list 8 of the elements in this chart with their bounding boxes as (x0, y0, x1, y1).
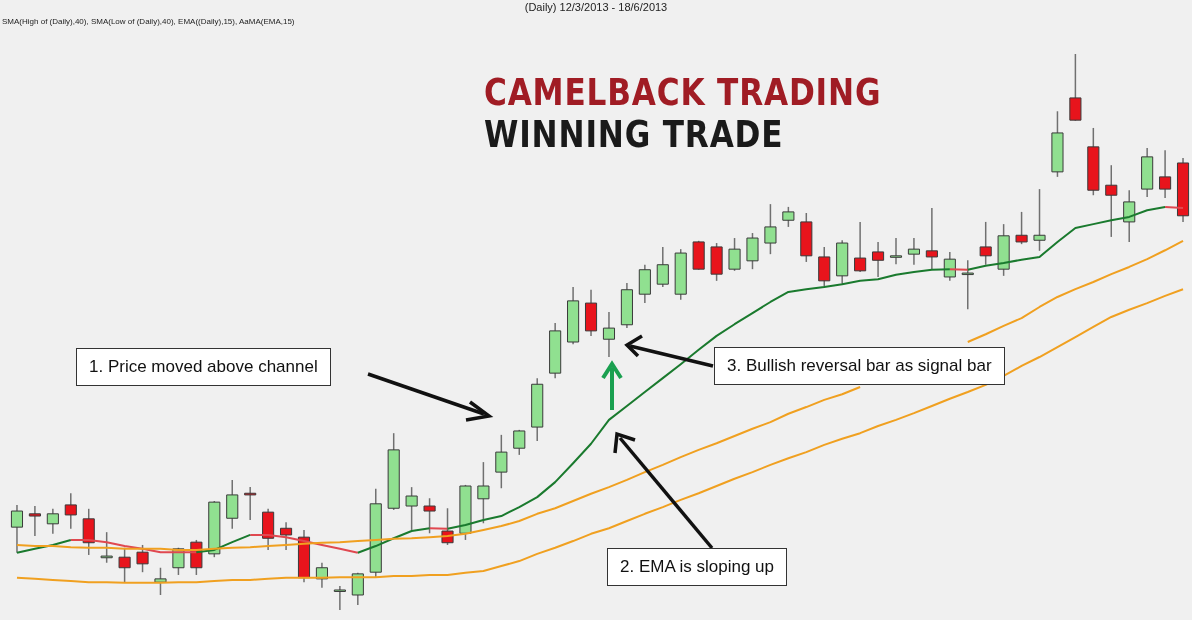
annotation: 3. Bullish reversal bar as signal bar (714, 347, 1005, 385)
chart-title: CAMELBACK TRADING (484, 70, 882, 114)
text: (Daily) 12/3/2013 - 18/6/2013 (523, 1, 669, 13)
text: SMA(High of (Daily),40), SMA(Low of (Daily),40), EMA((Daily),15), AaMA(EMA,15) (2, 17, 295, 26)
annotation: 1. Price moved above channel (76, 348, 331, 386)
text: WINNING TRADE (484, 112, 784, 156)
candlestick (154, 566, 167, 596)
annotation: 2. EMA is sloping up (607, 548, 788, 586)
